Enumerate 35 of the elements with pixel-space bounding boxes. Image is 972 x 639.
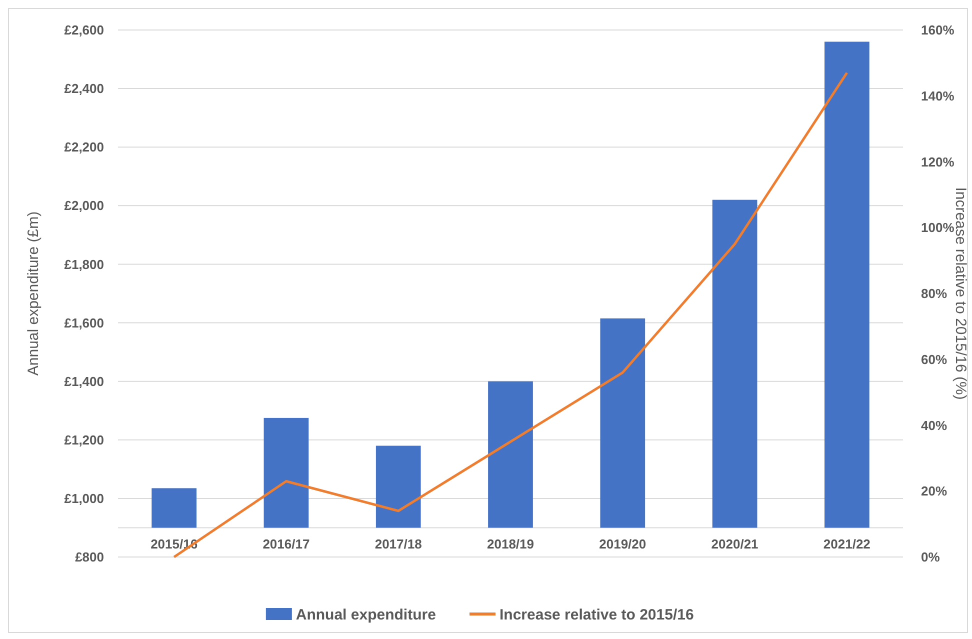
legend-label: Increase relative to 2015/16 <box>500 606 694 624</box>
y-tick-label: £2,000 <box>64 198 104 214</box>
y-tick-label: £800 <box>75 550 104 565</box>
y2-tick-label: 120% <box>921 154 955 170</box>
bar <box>600 318 646 528</box>
y-tick-label: £1,600 <box>64 315 104 330</box>
y2-tick-label: 160% <box>921 22 955 38</box>
y2-tick-label: 20% <box>921 484 948 499</box>
x-tick-label: 2021/22 <box>823 536 870 552</box>
x-tick-label: 2018/19 <box>487 536 534 552</box>
y2-tick-label: 140% <box>921 88 955 104</box>
bar <box>488 381 533 528</box>
x-tick-label: 2016/17 <box>262 536 310 552</box>
x-tick-label: 2019/20 <box>599 536 646 552</box>
x-tick-label: 2017/18 <box>374 536 422 552</box>
bar <box>712 200 758 528</box>
y-axis-title: Annual expenditure (£m) <box>25 211 42 376</box>
legend-label: Annual expenditure <box>296 606 436 624</box>
y2-tick-label: 80% <box>921 286 948 302</box>
y-tick-label: £1,400 <box>64 374 104 389</box>
y2-tick-label: 60% <box>921 352 948 367</box>
y-tick-label: £2,600 <box>64 22 104 38</box>
y-tick-label: £1,800 <box>64 256 104 272</box>
y-tick-label: £1,000 <box>64 490 104 506</box>
bar <box>152 488 196 528</box>
y2-tick-label: 40% <box>921 418 948 433</box>
y2-tick-label: 0% <box>921 550 940 565</box>
bar <box>264 418 309 528</box>
y-tick-label: £2,200 <box>64 140 104 155</box>
y2-tick-label: 100% <box>921 220 955 236</box>
x-tick-label: 2020/21 <box>711 536 758 552</box>
y-tick-label: £1,200 <box>64 432 104 448</box>
y-tick-label: £2,400 <box>64 81 104 96</box>
bar <box>824 42 870 528</box>
bar <box>376 446 421 528</box>
